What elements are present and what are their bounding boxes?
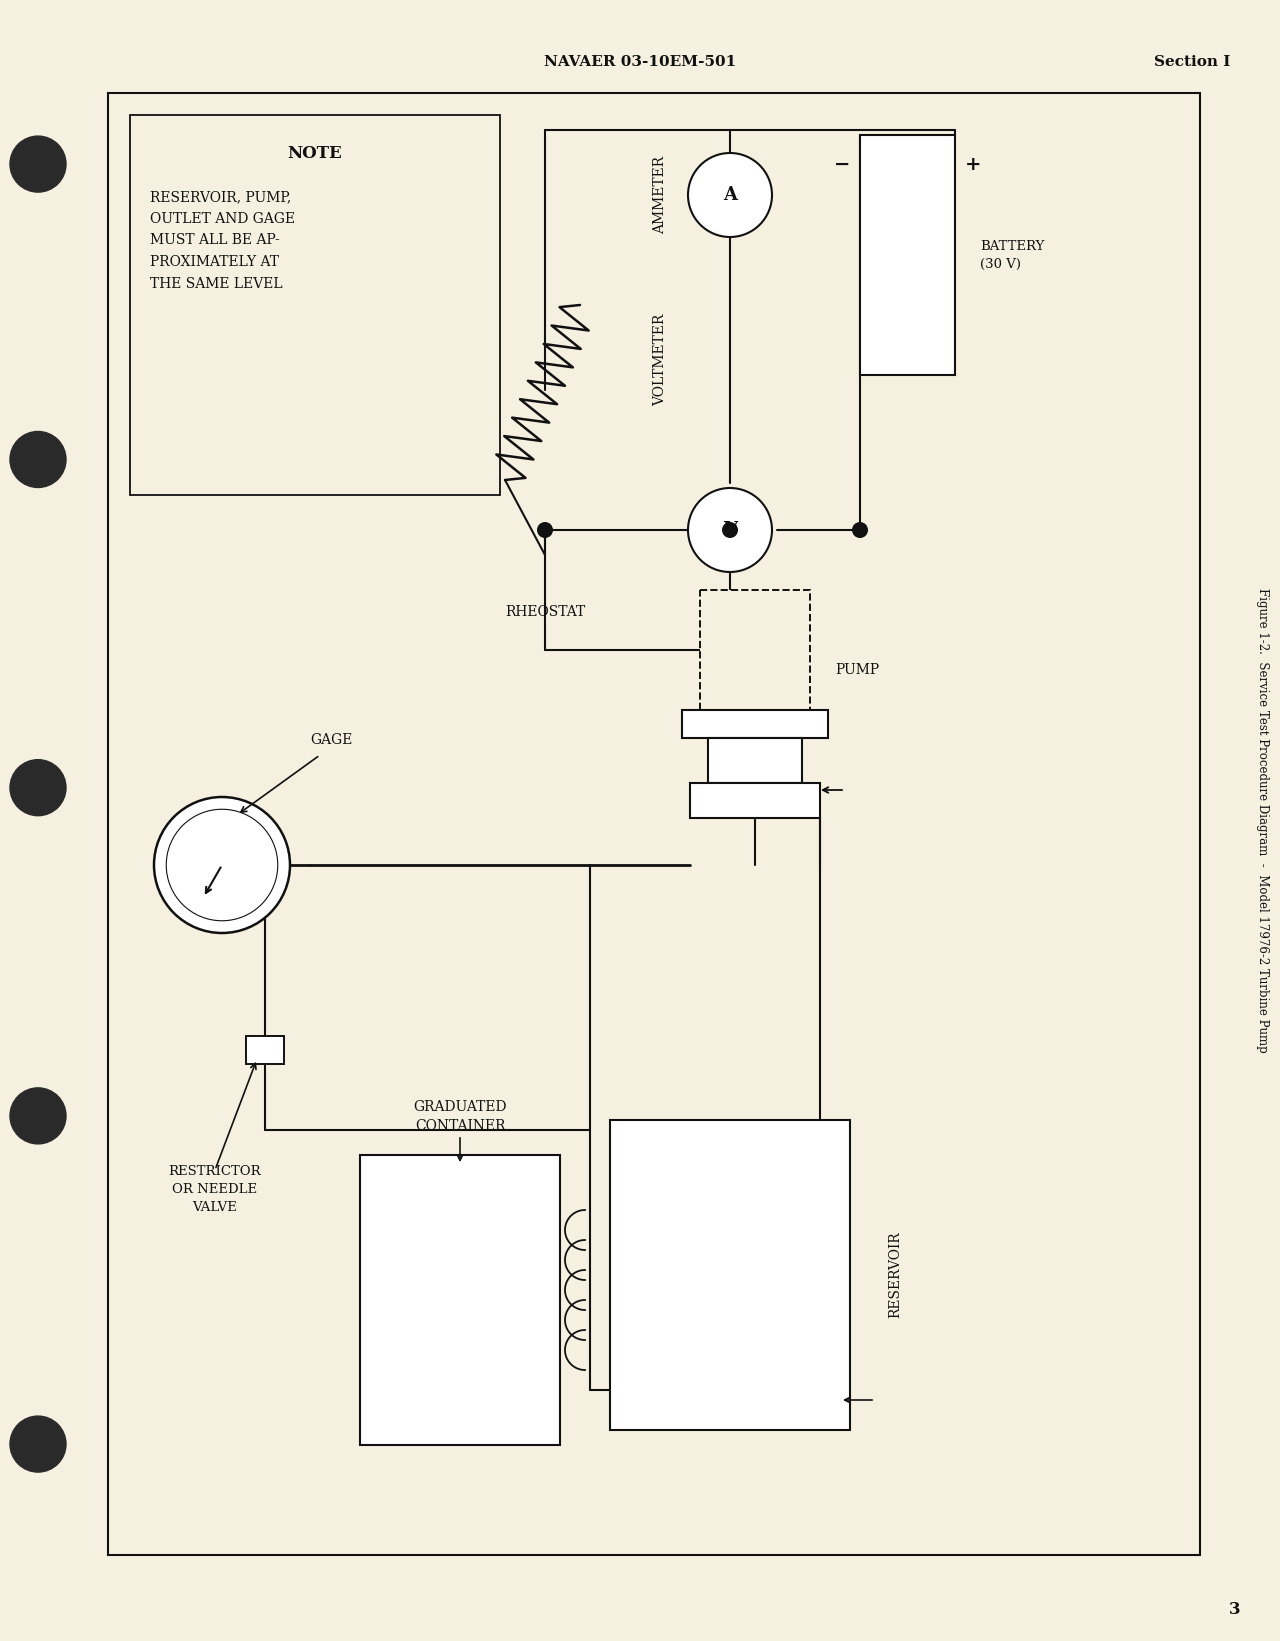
Text: 30: 30	[187, 857, 196, 862]
Circle shape	[689, 153, 772, 236]
Text: 70: 70	[241, 842, 248, 847]
Text: 80: 80	[248, 857, 256, 862]
Circle shape	[538, 522, 553, 538]
Text: 50: 50	[210, 832, 218, 837]
Bar	[708, 738, 803, 783]
Bar	[108, 94, 1201, 1556]
Text: 20: 20	[188, 873, 196, 878]
Text: −: −	[833, 156, 850, 174]
Text: RESERVOIR, PUMP,
OUTLET AND GAGE
MUST ALL BE AP-
PROXIMATELY AT
THE SAME LEVEL: RESERVOIR, PUMP, OUTLET AND GAGE MUST AL…	[150, 190, 296, 290]
Text: NAVAER 03-10EM-501: NAVAER 03-10EM-501	[544, 56, 736, 69]
Circle shape	[166, 809, 278, 921]
Circle shape	[852, 522, 868, 538]
Text: A: A	[723, 185, 737, 203]
Bar	[360, 1155, 561, 1446]
Bar	[860, 135, 955, 376]
Circle shape	[10, 1416, 67, 1472]
Text: Figure 1-2.  Service Test Procedure Diagram  -  Model 17976-2 Turbine Pump: Figure 1-2. Service Test Procedure Diagr…	[1256, 587, 1268, 1052]
Circle shape	[689, 487, 772, 573]
Circle shape	[10, 432, 67, 487]
Text: Section I: Section I	[1153, 56, 1230, 69]
Text: 100: 100	[236, 886, 248, 891]
Text: 3: 3	[1229, 1602, 1240, 1618]
Circle shape	[10, 136, 67, 192]
Text: GAGE: GAGE	[310, 734, 352, 747]
Circle shape	[10, 1088, 67, 1144]
Circle shape	[722, 522, 739, 538]
Text: 10: 10	[198, 886, 206, 891]
Text: AMMETER: AMMETER	[653, 156, 667, 235]
Circle shape	[10, 760, 67, 816]
Text: BATTERY
(30 V): BATTERY (30 V)	[980, 240, 1044, 271]
Text: V: V	[723, 520, 737, 538]
Bar	[682, 711, 828, 738]
Text: RESERVOIR: RESERVOIR	[888, 1232, 902, 1318]
Text: VOLTMETER: VOLTMETER	[653, 313, 667, 407]
Bar	[700, 591, 810, 711]
Text: RHEOSTAT: RHEOSTAT	[504, 606, 585, 619]
Circle shape	[154, 798, 291, 934]
Text: +: +	[965, 156, 982, 174]
Text: 60: 60	[227, 832, 234, 837]
Text: GRADUATED
CONTAINER: GRADUATED CONTAINER	[413, 1099, 507, 1134]
Text: PUMP: PUMP	[835, 663, 879, 678]
Bar	[246, 1035, 284, 1063]
Bar	[131, 115, 500, 496]
Bar	[690, 783, 820, 817]
Text: 90: 90	[247, 873, 256, 878]
Text: NOTE: NOTE	[288, 144, 342, 162]
Text: 40: 40	[195, 842, 204, 847]
Text: RESTRICTOR
OR NEEDLE
VALVE: RESTRICTOR OR NEEDLE VALVE	[169, 1165, 261, 1214]
Bar	[611, 1121, 850, 1429]
